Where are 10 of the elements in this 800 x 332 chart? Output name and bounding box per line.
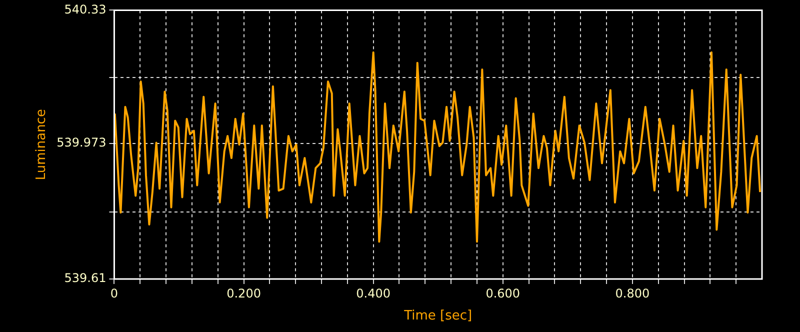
x-tick-label: 0: [110, 286, 118, 300]
y-tick-label: 539.61: [64, 271, 106, 286]
x-tick-label: 0.200: [226, 286, 261, 300]
x-axis-title: Time [sec]: [403, 308, 472, 324]
x-tick-label: 0.600: [486, 286, 520, 300]
y-tick-label: 540.33: [64, 2, 106, 16]
x-tick-label: 0.400: [356, 286, 391, 300]
x-tick-label: 0.800: [615, 286, 650, 300]
y-axis-title: Luminance: [34, 109, 50, 180]
y-tick-label: 539.973: [56, 136, 106, 150]
